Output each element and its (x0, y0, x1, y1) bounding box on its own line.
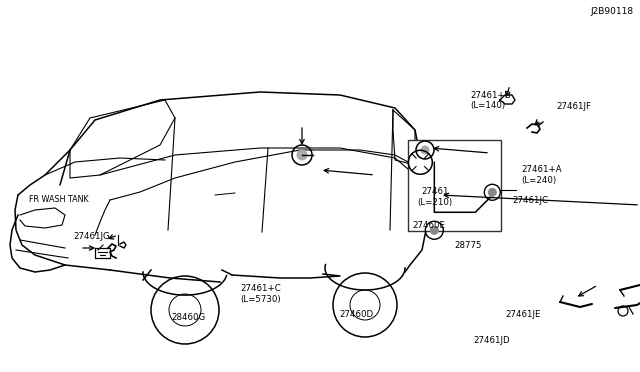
Text: J2B90118: J2B90118 (591, 7, 634, 16)
Circle shape (488, 188, 497, 196)
Text: 27461+C
(L=5730): 27461+C (L=5730) (240, 284, 281, 304)
Text: 27461JC: 27461JC (512, 196, 548, 205)
Text: 27461JF: 27461JF (557, 102, 592, 110)
Text: 28775: 28775 (454, 241, 482, 250)
Bar (408, 140, 501, 231)
Circle shape (421, 146, 429, 154)
Text: 28460G: 28460G (172, 313, 206, 322)
Text: 27460E: 27460E (413, 221, 446, 230)
Text: 27461+A
(L=240): 27461+A (L=240) (522, 165, 562, 185)
Text: FR WASH TANK: FR WASH TANK (29, 195, 88, 203)
Circle shape (430, 226, 438, 234)
Circle shape (297, 150, 307, 160)
Text: 27461JD: 27461JD (474, 336, 510, 345)
Text: 27461JG: 27461JG (74, 232, 110, 241)
Text: 27461
(L=210): 27461 (L=210) (418, 187, 452, 207)
Text: 27460D: 27460D (339, 310, 373, 319)
Text: 27461JE: 27461JE (506, 310, 541, 319)
Text: 27461+B
(L=140): 27461+B (L=140) (470, 91, 511, 110)
